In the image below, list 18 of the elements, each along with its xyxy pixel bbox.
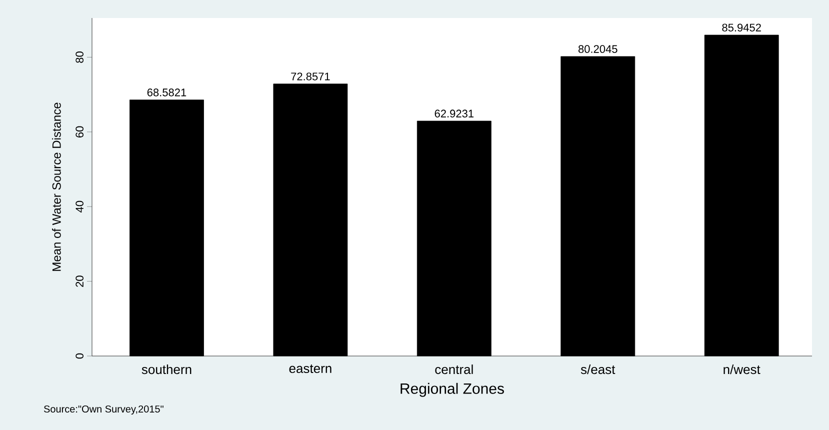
source-note: Source:"Own Survey,2015" [44,405,164,415]
x-tick-label: eastern [289,364,332,374]
y-tick-label: 20 [76,276,84,287]
data-label: 62.9231 [434,110,474,118]
y-tick-label: 80 [76,52,84,63]
x-tick-label: s/east [580,364,616,374]
x-tick-label: n/west [724,364,760,374]
y-tick-label: 60 [76,126,84,138]
data-label: 68.5821 [147,88,186,96]
y-tick-label: 0 [76,353,84,359]
x-axis-title: Regional Zones [400,382,504,397]
y-tick-label: 40 [76,200,84,212]
data-label: 72.8571 [291,72,330,80]
x-tick-label: central [435,364,473,374]
data-label: 80.2045 [578,45,618,53]
y-axis-title: Mean of Water Source Distance [52,102,61,271]
x-tick-label: southern [142,364,192,374]
data-label: 85.9452 [722,24,761,32]
